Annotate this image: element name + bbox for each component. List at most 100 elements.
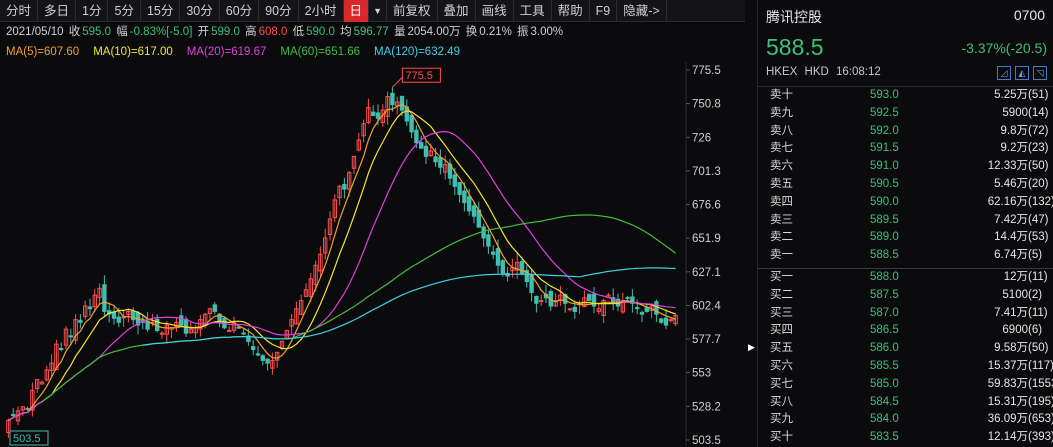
bid-row[interactable]: 买三 587.0 7.41万 (11) [758, 305, 1053, 323]
candle-body [236, 326, 241, 329]
toolbar-button-1[interactable]: 多日 [38, 0, 77, 22]
ask-row[interactable]: 卖三 589.5 7.42万 (47) [758, 212, 1053, 230]
bid-row[interactable]: 买五 586.0 9.58万 (50) [758, 340, 1053, 358]
bid-vol: 36.09万 [987, 413, 1028, 426]
toolbar-button-3[interactable]: 5分 [108, 0, 141, 22]
ask-row[interactable]: 卖五 590.5 5.46万 (20) [758, 176, 1053, 194]
candle-body [534, 295, 539, 304]
bid-row[interactable]: 买二 587.5 5100 (2) [758, 287, 1053, 305]
candle-body [327, 218, 333, 235]
chart-icon[interactable]: ◭ [1015, 66, 1029, 80]
ask-cnt: (51) [1028, 89, 1049, 101]
bid-cnt: (2) [1028, 288, 1043, 301]
bid-row[interactable]: 买九 584.0 36.09万 (653) [758, 411, 1053, 429]
ask-row[interactable]: 卖八 592.0 9.8万 (72) [758, 123, 1053, 141]
low-marker-box [9, 430, 49, 446]
currency: HKD [804, 66, 829, 78]
panel-toggle-arrow-icon[interactable]: ▶ [748, 342, 755, 352]
candle-body [318, 253, 323, 272]
toolbar-button-10[interactable]: ▼ [369, 0, 388, 22]
candle-body [342, 184, 347, 190]
candle-body [260, 355, 265, 361]
ask-vol: 5.25万 [994, 89, 1028, 101]
candle-body [241, 332, 246, 335]
ma-legend-item: MA(120)=632.49 [373, 46, 460, 58]
bid-row[interactable]: 买一 588.0 12万 (11) [758, 269, 1053, 287]
candle-body [54, 343, 59, 371]
ask-book: 卖十 593.0 5.25万 (51) 卖九 592.5 5900 (14) 卖八 592.0 9.… [758, 86, 1053, 265]
candle-body [471, 205, 477, 217]
bid-cnt: (195) [1028, 395, 1053, 408]
candle-body [265, 358, 270, 364]
toolbar-button-12[interactable]: 叠加 [438, 0, 476, 22]
bid-vol: 59.83万 [987, 377, 1028, 390]
ask-row[interactable]: 卖四 590.0 62.16万 (132) [758, 194, 1053, 212]
ask-row[interactable]: 卖一 588.5 6.74万 (5) [758, 247, 1053, 265]
bid-row[interactable]: 买四 586.5 6900 (6) [758, 322, 1053, 340]
bid-label: 买四 [770, 324, 793, 337]
info-chg-label: 幅 [116, 26, 128, 38]
toolbar-button-5[interactable]: 30分 [180, 0, 220, 22]
ask-price: 590.0 [870, 195, 899, 208]
toolbar-button-0[interactable]: 分时 [0, 0, 39, 22]
candle-body [337, 185, 342, 199]
info-turnover-label: 换 [465, 26, 478, 38]
candlestick-chart[interactable]: 775.5 750.8 726 701.3 676.6 651.9 627.1 602.4 57… [0, 62, 745, 447]
toolbar-button-17[interactable]: 隐藏-> [617, 0, 667, 22]
bid-vol: 6900 [1002, 324, 1028, 337]
toolbar-button-7[interactable]: 90分 [259, 0, 299, 22]
toolbar-button-14[interactable]: 工具 [514, 0, 552, 22]
candle-body [188, 328, 193, 334]
toolbar-button-6[interactable]: 60分 [220, 0, 260, 22]
bid-row[interactable]: 买六 585.5 15.37万 (117) [758, 358, 1053, 376]
toolbar-button-9[interactable]: 日 [343, 0, 370, 22]
toolbar-button-16[interactable]: F9 [590, 0, 618, 22]
ask-row[interactable]: 卖七 591.5 9.2万 (23) [758, 140, 1053, 158]
ma-line-120 [142, 267, 676, 346]
ask-price: 593.0 [870, 89, 899, 101]
candle-body [39, 381, 45, 385]
candle-body [212, 304, 217, 312]
toolbar-button-2[interactable]: 1分 [76, 0, 109, 22]
bid-row[interactable]: 买八 584.5 15.31万 (195) [758, 394, 1053, 412]
y-tick-label: 602.4 [692, 300, 721, 312]
candle-body [414, 129, 419, 144]
chart-icon[interactable]: ◹ [1033, 66, 1047, 80]
info-avg-label: 均 [340, 26, 352, 38]
toolbar-button-8[interactable]: 2小时 [299, 0, 344, 22]
bid-vol: 9.58万 [994, 342, 1028, 355]
ask-vol: 9.8万 [1000, 124, 1029, 137]
candle-body [49, 362, 54, 371]
toolbar-button-11[interactable]: 前复权 [387, 0, 438, 22]
bid-row[interactable]: 买七 585.0 59.83万(1553) [758, 376, 1053, 394]
ask-row[interactable]: 卖九 592.5 5900 (14) [758, 105, 1053, 123]
candle-body [255, 353, 261, 356]
high-marker-label: 775.5 [405, 70, 433, 82]
toolbar-button-15[interactable]: 帮助 [552, 0, 590, 22]
y-tick-label: 553 [692, 368, 711, 380]
bid-label: 买七 [770, 377, 793, 390]
ask-row[interactable]: 卖二 589.0 14.4万 (53) [758, 229, 1053, 247]
chart-icon[interactable]: ◿ [997, 66, 1011, 80]
candle-body [313, 264, 318, 285]
candle-body [596, 308, 601, 312]
bid-row[interactable]: 买十 583.5 12.14万 (393) [758, 429, 1053, 447]
candle-body [587, 293, 592, 302]
candle-body [303, 289, 309, 297]
ma-line-10 [8, 110, 676, 421]
info-open: 599.0 [211, 26, 240, 38]
candle-body [332, 199, 337, 218]
toolbar-button-4[interactable]: 15分 [141, 0, 181, 22]
ask-label: 卖七 [770, 142, 793, 155]
quote-meta: HKEX HKD 16:08:12 [766, 66, 885, 78]
candle-body [539, 300, 544, 303]
toolbar-button-13[interactable]: 画线 [476, 0, 514, 22]
ma-line-5 [8, 104, 676, 421]
bid-price: 586.5 [870, 324, 899, 337]
candle-body [44, 369, 49, 381]
candle-body [625, 296, 630, 299]
ask-row[interactable]: 卖六 591.0 12.33万 (50) [758, 158, 1053, 176]
ask-row[interactable]: 卖十 593.0 5.25万 (51) [758, 87, 1053, 105]
candle-body [371, 111, 376, 117]
candle-body [361, 123, 366, 137]
